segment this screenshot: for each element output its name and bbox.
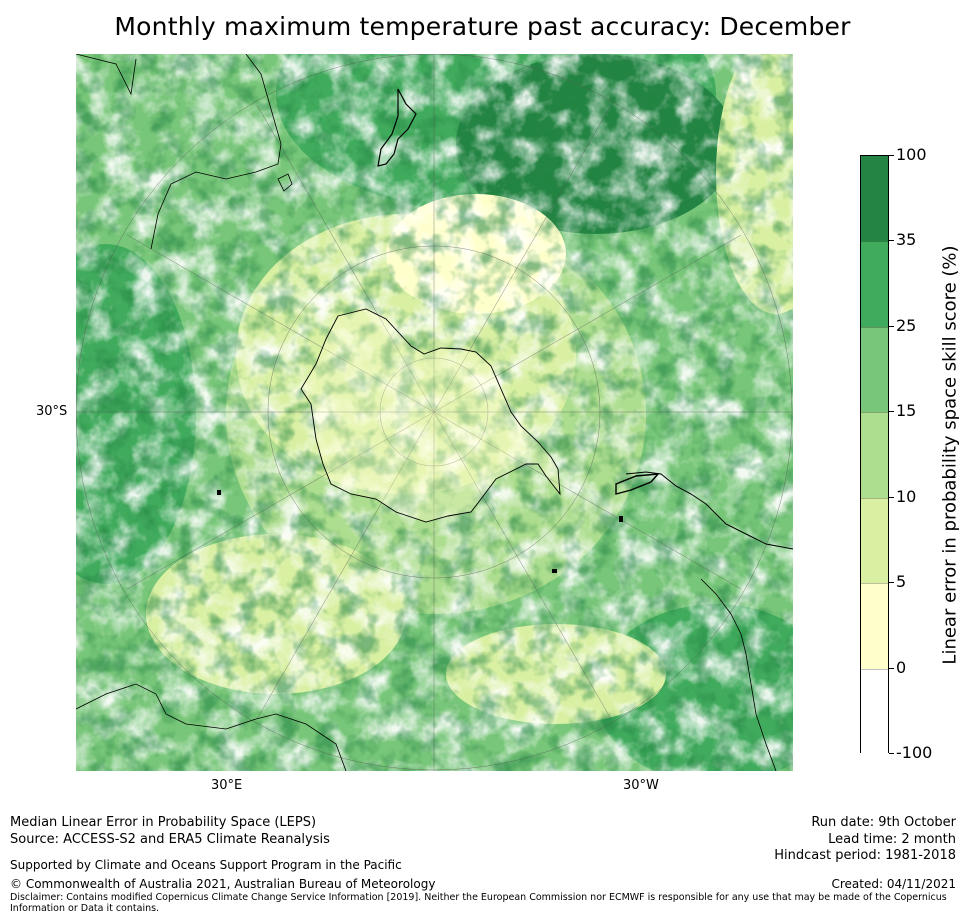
- colorbar-tick: [889, 753, 894, 754]
- colorbar-divider: [861, 326, 888, 328]
- chart-title: Monthly maximum temperature past accurac…: [114, 12, 851, 41]
- colorbar-divider: [861, 241, 888, 243]
- colorbar-divider: [861, 583, 888, 585]
- south-america-east-coast: [700, 578, 777, 771]
- colorbar-divider: [861, 668, 888, 670]
- footer-lead-time: Lead time: 2 month: [828, 832, 956, 847]
- lon-label-30w: 30°W: [623, 778, 659, 793]
- tierra-del-fuego: [615, 473, 660, 495]
- footer-supported: Supported by Climate and Oceans Support …: [10, 858, 402, 872]
- south-america-coast: [625, 471, 793, 550]
- tasmania-outline: [277, 173, 293, 192]
- colorbar-title: Linear error in probability space skill …: [939, 245, 961, 665]
- colorbar-tick: [889, 411, 894, 413]
- colorbar-tick: [889, 667, 894, 669]
- island: [217, 490, 221, 495]
- colorbar-tick-label: 100: [896, 145, 927, 164]
- africa-coast: [76, 683, 347, 771]
- colorbar-tick: [889, 496, 894, 498]
- colorbar-tick: [889, 155, 894, 156]
- colorbar-tick: [889, 240, 894, 242]
- colorbar-tick-label: 10: [896, 486, 917, 506]
- australia-west-coast: [76, 54, 137, 96]
- australia-coast: [150, 54, 282, 250]
- colorbar-bin: [861, 668, 888, 754]
- colorbar-bin: [861, 156, 888, 242]
- lon-label-30e: 30°E: [211, 778, 243, 793]
- colorbar-tick-label: -100: [896, 743, 933, 762]
- colorbar-bin: [861, 326, 888, 413]
- island: [552, 569, 557, 573]
- footer-hindcast: Hindcast period: 1981-2018: [774, 848, 956, 863]
- colorbar-tick-label: 5: [896, 572, 907, 592]
- colorbar-tick: [889, 582, 894, 584]
- colorbar-bin: [861, 412, 888, 498]
- colorbar-tick-label: 0: [896, 657, 907, 677]
- colorbar-tick-label: 15: [896, 401, 917, 421]
- footer-disclaimer: Disclaimer: Contains modified Copernicus…: [10, 892, 947, 914]
- colorbar-tick-label: 25: [896, 315, 917, 335]
- colorbar-bin: [861, 241, 888, 327]
- colorbar-bin: [861, 497, 888, 584]
- colorbar: [860, 155, 889, 754]
- footer-copyright: © Commonwealth of Australia 2021, Austra…: [10, 877, 436, 891]
- footer-created: Created: 04/11/2021: [831, 877, 956, 891]
- colorbar-divider: [861, 497, 888, 499]
- colorbar-tick-label: 35: [896, 230, 917, 250]
- graticule: [76, 54, 793, 771]
- antarctica-outline: [300, 308, 561, 523]
- footer-method: Median Linear Error in Probability Space…: [10, 815, 317, 830]
- footer-source: Source: ACCESS-S2 and ERA5 Climate Reana…: [10, 832, 330, 847]
- lat-label-30s: 30°S: [36, 404, 68, 419]
- skill-score-map: [76, 54, 793, 771]
- colorbar-bin: [861, 583, 888, 669]
- colorbar-tick: [889, 325, 894, 327]
- colorbar-divider: [861, 412, 888, 414]
- island: [619, 516, 623, 522]
- new-zealand-outline: [377, 88, 417, 167]
- footer-run-date: Run date: 9th October: [811, 815, 956, 830]
